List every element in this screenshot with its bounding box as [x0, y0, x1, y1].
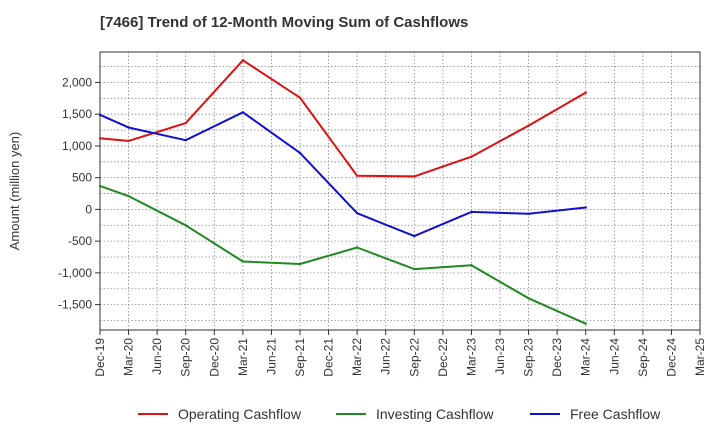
- data-point-operating-cashflow: [184, 121, 187, 125]
- x-tick-label: Dec-23: [550, 338, 564, 377]
- data-point-free-cashflow: [98, 113, 102, 117]
- data-point-operating-cashflow: [298, 96, 302, 99]
- plot-border: [99, 51, 701, 331]
- data-point-operating-cashflow: [98, 137, 102, 140]
- x-tick-label: Mar-24: [579, 338, 593, 376]
- x-tick-label: Dec-22: [436, 338, 450, 377]
- data-point-free-cashflow: [127, 126, 130, 129]
- y-axis-label: Amount (million yen): [7, 132, 22, 251]
- legend-label: Free Cashflow: [570, 406, 661, 422]
- chart-title: [7466] Trend of 12-Month Moving Sum of C…: [100, 14, 469, 31]
- x-tick-label: Jun-21: [264, 338, 278, 375]
- x-tick-label: Dec-24: [664, 338, 678, 377]
- data-point-investing-cashflow: [298, 262, 302, 266]
- data-point-operating-cashflow: [127, 139, 130, 143]
- x-tick-label: Sep-24: [636, 338, 650, 377]
- x-tick-label: Dec-20: [207, 338, 221, 377]
- data-point-free-cashflow: [413, 234, 416, 238]
- x-tick-label: Dec-19: [93, 338, 107, 377]
- data-point-free-cashflow: [355, 212, 359, 215]
- legend-label: Operating Cashflow: [178, 406, 302, 422]
- series-line-free-cashflow: [99, 111, 586, 238]
- plot-area: [100, 52, 700, 330]
- x-tick-label: Dec-21: [322, 338, 336, 377]
- y-tick-label: -1,500: [58, 298, 92, 312]
- x-tick-label: Jun-23: [493, 338, 507, 375]
- series-line-operating-cashflow: [99, 59, 587, 178]
- data-point-investing-cashflow: [184, 224, 187, 227]
- y-tick-label: -500: [68, 234, 92, 248]
- x-tick-label: Sep-22: [407, 338, 421, 377]
- x-tick-label: Mar-23: [464, 338, 478, 376]
- y-tick-label: 500: [72, 171, 92, 185]
- data-point-investing-cashflow: [413, 267, 416, 271]
- grid: [100, 52, 700, 330]
- data-point-investing-cashflow: [355, 246, 359, 249]
- data-point-operating-cashflow: [527, 124, 530, 127]
- data-point-operating-cashflow: [584, 91, 587, 94]
- x-tick-label: Sep-20: [179, 338, 193, 377]
- y-tick-label: 2,000: [62, 75, 92, 89]
- data-point-investing-cashflow: [527, 297, 530, 300]
- y-tick-label: -1,000: [58, 266, 92, 280]
- x-tick-label: Sep-21: [293, 338, 307, 377]
- data-point-investing-cashflow: [98, 184, 102, 188]
- y-tick-label: 0: [85, 202, 92, 216]
- x-tick-label: Mar-21: [236, 338, 250, 376]
- data-point-operating-cashflow: [241, 59, 245, 62]
- data-point-free-cashflow: [184, 139, 187, 142]
- y-tick-label: 1,000: [62, 139, 92, 153]
- x-tick-label: Jun-20: [150, 338, 164, 375]
- data-point-free-cashflow: [527, 212, 530, 216]
- data-point-operating-cashflow: [413, 175, 416, 178]
- data-point-investing-cashflow: [470, 264, 473, 267]
- data-point-operating-cashflow: [470, 155, 473, 158]
- series-line-investing-cashflow: [99, 184, 587, 325]
- data-point-investing-cashflow: [127, 194, 130, 198]
- data-point-investing-cashflow: [241, 260, 245, 263]
- data-point-free-cashflow: [298, 151, 302, 155]
- x-tick-label: Jun-22: [379, 338, 393, 375]
- x-tick-label: Mar-20: [122, 338, 136, 376]
- legend-label: Investing Cashflow: [376, 406, 494, 422]
- data-point-operating-cashflow: [355, 174, 359, 177]
- data-point-free-cashflow: [241, 111, 245, 114]
- data-point-free-cashflow: [470, 210, 473, 214]
- y-tick-label: 1,500: [62, 107, 92, 121]
- x-tick-label: Sep-23: [522, 338, 536, 377]
- data-point-free-cashflow: [584, 206, 587, 209]
- data-point-investing-cashflow: [584, 322, 587, 325]
- x-tick-label: Mar-25: [693, 338, 707, 376]
- x-tick-label: Jun-24: [607, 338, 621, 375]
- x-tick-label: Mar-22: [350, 338, 364, 376]
